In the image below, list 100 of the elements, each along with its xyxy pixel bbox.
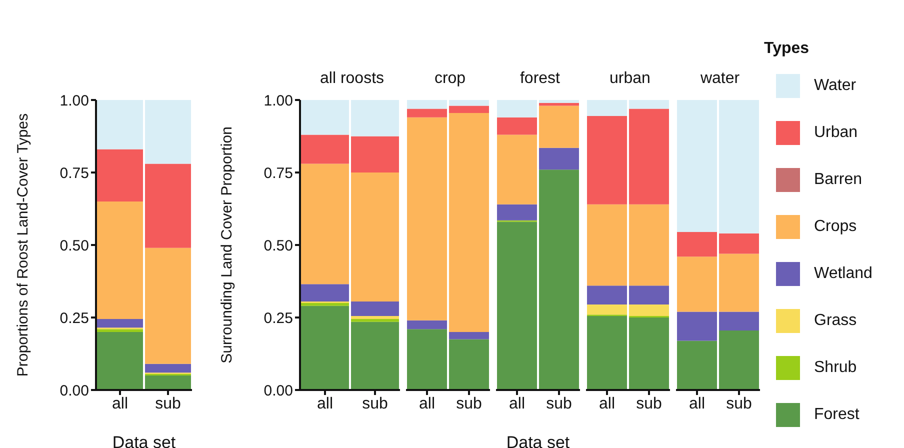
bar bbox=[629, 304, 669, 316]
bar bbox=[407, 320, 447, 330]
bar bbox=[97, 149, 143, 202]
bar bbox=[677, 232, 717, 257]
y-axis-title: Surrounding Land Cover Proportion bbox=[218, 126, 236, 364]
bar bbox=[587, 204, 627, 286]
bar bbox=[629, 286, 669, 304]
bar bbox=[587, 116, 627, 204]
y-tick-label: 0.25 bbox=[264, 310, 293, 327]
bar bbox=[407, 329, 447, 390]
bar bbox=[677, 256, 717, 312]
bar bbox=[539, 102, 579, 106]
bar bbox=[145, 164, 191, 248]
bar bbox=[497, 134, 537, 204]
x-tick-label: all bbox=[688, 395, 706, 412]
bar bbox=[587, 304, 627, 315]
x-tick-label: sub bbox=[636, 395, 662, 412]
bar bbox=[719, 254, 759, 312]
bar bbox=[719, 100, 759, 234]
bar bbox=[449, 113, 489, 332]
bar bbox=[539, 148, 579, 170]
bar bbox=[301, 134, 349, 164]
y-tick-label: 0.75 bbox=[264, 164, 293, 182]
bar bbox=[145, 364, 191, 373]
bar bbox=[97, 332, 143, 390]
legend-label: Forest bbox=[814, 406, 860, 424]
bar bbox=[587, 286, 627, 304]
y-tick-label: 0.75 bbox=[60, 164, 89, 182]
bar bbox=[719, 312, 759, 331]
legend-label: Grass bbox=[814, 312, 857, 330]
x-tick-label: all bbox=[112, 395, 128, 412]
chart-title: urban bbox=[608, 69, 652, 89]
bar bbox=[351, 136, 399, 172]
x-tick-label: all bbox=[508, 395, 526, 412]
bar bbox=[351, 172, 399, 302]
chart-title: crop bbox=[433, 69, 467, 89]
x-tick-label: all bbox=[316, 395, 334, 412]
bar bbox=[629, 108, 669, 204]
legend-label: Wetland bbox=[814, 264, 872, 282]
legend-label: Barren bbox=[814, 170, 862, 188]
y-tick-label: 0.25 bbox=[60, 310, 89, 327]
bar bbox=[497, 117, 537, 135]
y-tick-label: 0.50 bbox=[264, 237, 293, 254]
bar bbox=[587, 316, 627, 390]
bar bbox=[301, 303, 349, 306]
y-tick-label: 1.00 bbox=[264, 92, 293, 110]
bar bbox=[351, 100, 399, 136]
x-tick-label: sub bbox=[362, 395, 388, 412]
legend-label: Crops bbox=[814, 218, 857, 236]
bar bbox=[449, 339, 489, 390]
bar bbox=[539, 100, 579, 103]
y-tick-label: 1.00 bbox=[60, 92, 89, 110]
bar bbox=[539, 106, 579, 148]
bar bbox=[97, 100, 143, 150]
chart-title: water bbox=[699, 69, 741, 89]
bar bbox=[629, 204, 669, 286]
x-tick-label: sub bbox=[456, 395, 482, 412]
bar bbox=[145, 376, 191, 390]
bar bbox=[449, 100, 489, 106]
x-tick-label: sub bbox=[726, 395, 752, 412]
bar bbox=[351, 318, 399, 322]
bar bbox=[587, 100, 627, 116]
bar bbox=[407, 100, 447, 109]
bar bbox=[629, 100, 669, 109]
bar bbox=[97, 202, 143, 319]
bar bbox=[677, 100, 717, 232]
bar bbox=[301, 164, 349, 284]
bar bbox=[351, 316, 399, 319]
legend-label: Water bbox=[814, 76, 856, 94]
bar bbox=[719, 233, 759, 254]
bar bbox=[145, 248, 191, 364]
bar bbox=[677, 312, 717, 341]
y-tick-label: 0.00 bbox=[60, 382, 89, 400]
y-tick-label: 0.50 bbox=[60, 237, 89, 254]
bar bbox=[677, 340, 717, 390]
x-tick-label: sub bbox=[546, 395, 572, 412]
bar bbox=[539, 170, 579, 390]
bar bbox=[497, 222, 537, 390]
bar bbox=[145, 100, 191, 164]
bar bbox=[497, 204, 537, 220]
chart-title: forest bbox=[518, 69, 561, 89]
legend-label: Urban bbox=[814, 124, 858, 142]
x-axis-title: Data set bbox=[506, 433, 570, 448]
bar bbox=[351, 302, 399, 316]
bar bbox=[301, 100, 349, 135]
chart-title: all roosts bbox=[318, 69, 386, 89]
bar bbox=[719, 330, 759, 390]
legend-label: Shrub bbox=[814, 358, 857, 376]
y-axis-title: Proportions of Roost Land-Cover Types bbox=[14, 113, 32, 377]
bar bbox=[301, 284, 349, 302]
legend-title: Types bbox=[764, 40, 810, 58]
bar bbox=[97, 329, 143, 332]
x-tick-label: all bbox=[418, 395, 436, 412]
bar bbox=[497, 100, 537, 118]
bar bbox=[629, 318, 669, 390]
bar bbox=[301, 306, 349, 390]
x-axis-title: Data set bbox=[112, 433, 176, 448]
bar bbox=[407, 108, 447, 118]
bar bbox=[407, 117, 447, 320]
y-tick-label: 0.00 bbox=[264, 382, 293, 400]
